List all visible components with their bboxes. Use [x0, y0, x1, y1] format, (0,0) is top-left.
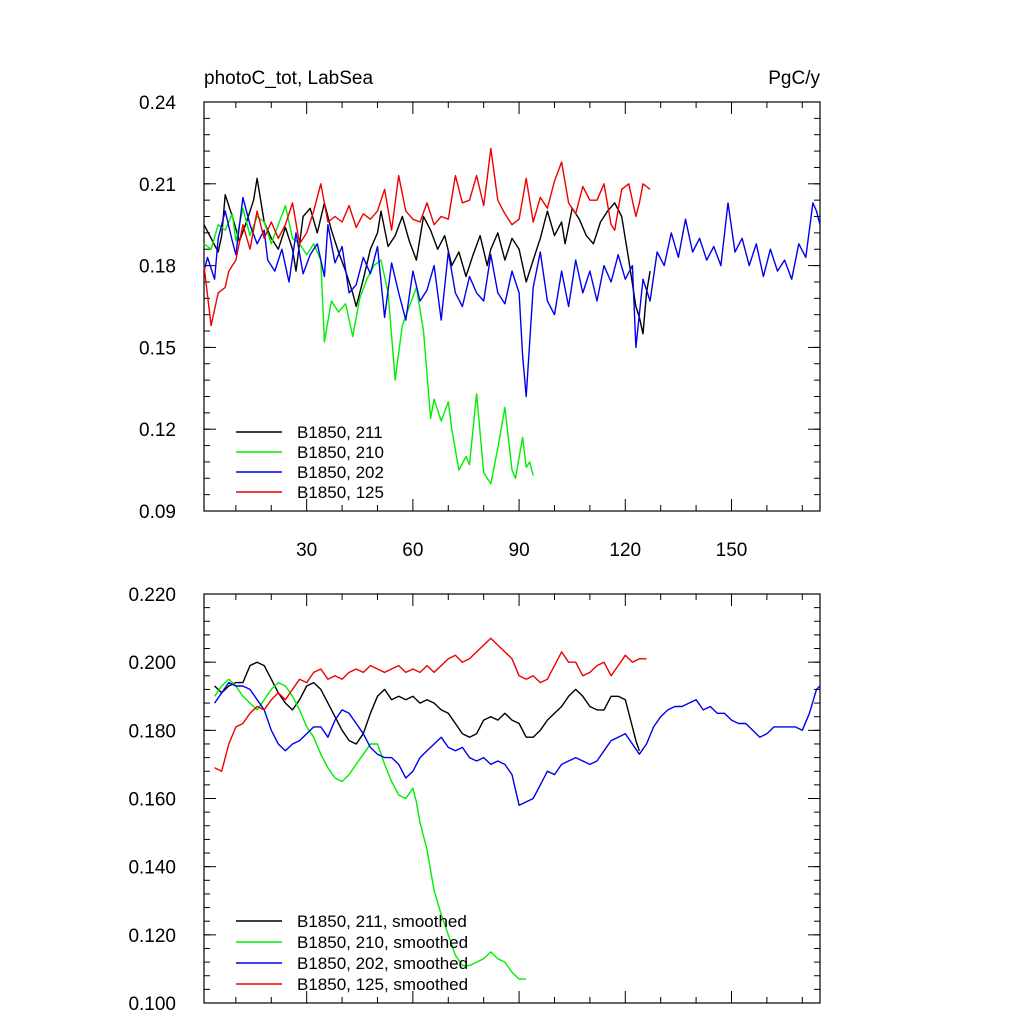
x-tick-label: 90 [509, 540, 530, 561]
y-tick-label: 0.09 [139, 502, 176, 523]
y-tick-label: 0.180 [128, 721, 176, 742]
series-line-s210 [203, 204, 534, 485]
y-tick-label: 0.15 [139, 338, 176, 359]
y-tick-label: 0.160 [128, 790, 176, 811]
series-line-s125 [203, 147, 651, 327]
x-tick-label: 150 [716, 540, 748, 561]
series-line-s211 [214, 661, 641, 752]
y-tick-label: 0.21 [139, 175, 176, 196]
y-tick-label: 0.12 [139, 420, 176, 441]
panel-bottom-smoothed: 0.100 0.120 0.140 0.160 0.180 0.200 0.220 B1850… [128, 585, 821, 1015]
legend-label-s211: B1850, 211, smoothed [297, 912, 467, 931]
x-tick-label: 120 [609, 540, 641, 561]
plot-frame [203, 101, 821, 512]
legend-label-s202: B1850, 202, smoothed [297, 954, 468, 973]
legend-label-s210: B1850, 210 [297, 443, 384, 462]
legend-label-s210: B1850, 210, smoothed [297, 933, 468, 952]
series-line-s125 [214, 637, 647, 772]
panel-top-timeseries: photoC_tot, LabSea PgC/y 0.09 0.12 0.15 0.1… [139, 68, 821, 561]
y-tick-label: 0.200 [128, 653, 176, 674]
chart-title: photoC_tot, LabSea [204, 68, 373, 89]
units-label: PgC/y [768, 68, 820, 89]
y-tick-label: 0.220 [128, 585, 176, 606]
x-tick-label: 30 [296, 540, 317, 561]
y-tick-label: 0.100 [128, 994, 176, 1015]
legend-label-s202: B1850, 202 [297, 463, 384, 482]
y-tick-label: 0.120 [128, 926, 176, 947]
series-line-s210 [214, 678, 527, 980]
y-tick-label: 0.24 [139, 93, 176, 114]
y-tick-label: 0.18 [139, 257, 176, 278]
x-tick-label: 60 [402, 540, 423, 561]
legend-label-s125: B1850, 125, smoothed [297, 975, 468, 994]
y-tick-label: 0.140 [128, 858, 176, 879]
series-line-s202 [214, 681, 821, 806]
series-line-s211 [203, 177, 651, 335]
series-line-s202 [203, 196, 821, 398]
legend-label-s211: B1850, 211 [297, 423, 383, 442]
legend-label-s125: B1850, 125 [297, 483, 384, 502]
